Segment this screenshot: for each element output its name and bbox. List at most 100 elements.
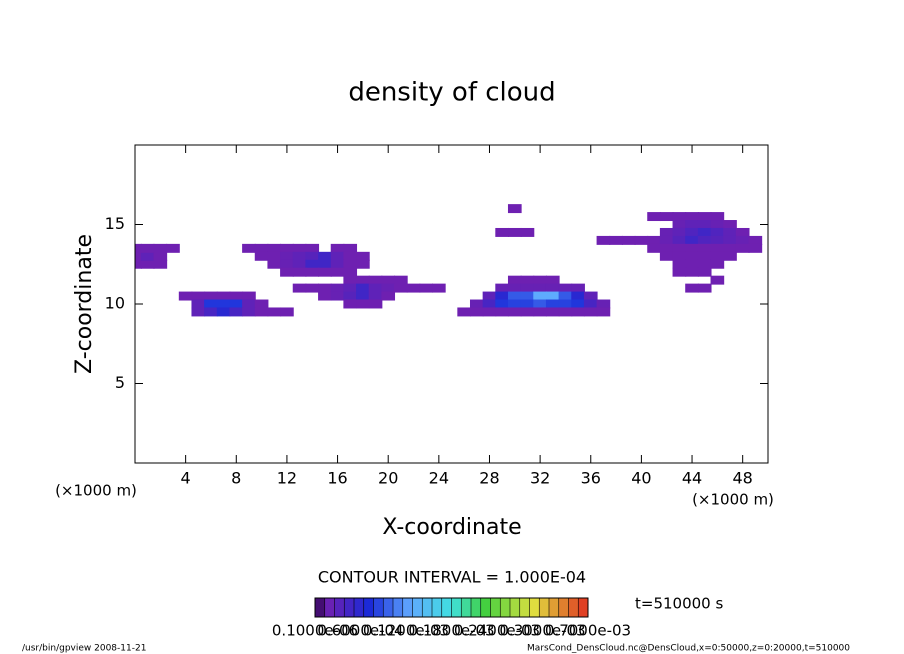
colorbar-label: 0.1800e-03 (408, 622, 494, 640)
heatmap-cell (216, 291, 231, 301)
heatmap-cell (216, 307, 231, 317)
heatmap-cell (191, 307, 206, 317)
heatmap-cell (647, 212, 661, 222)
heatmap-cell (254, 251, 269, 261)
colorbar-segment (549, 598, 559, 617)
heatmap-cell (520, 291, 535, 301)
heatmap-cell (735, 235, 750, 245)
footer-right: MarsCond_DensCloud.nc@DensCloud,x=0:5000… (527, 644, 850, 654)
heatmap-cell (659, 212, 674, 222)
heatmap-cell (583, 299, 598, 309)
heatmap-cell (318, 283, 332, 293)
heatmap-cell (381, 291, 396, 301)
heatmap-cell (153, 243, 168, 253)
heatmap-cell (672, 220, 687, 229)
heatmap-cell (280, 307, 294, 317)
heatmap-cell (533, 291, 547, 301)
heatmap-cell (533, 307, 547, 317)
heatmap-cell (267, 243, 282, 253)
heatmap-cell (330, 283, 345, 293)
colorbar-segment (432, 598, 442, 617)
heatmap-cell (545, 291, 560, 301)
heatmap-cell (469, 299, 484, 309)
heatmap-cell (495, 291, 509, 301)
heatmap-cell (305, 251, 320, 261)
heatmap-cell (140, 243, 155, 253)
heatmap-cell (267, 259, 282, 269)
heatmap-cell (710, 235, 725, 245)
colorbar-label: 0.6000e-04 (317, 622, 403, 640)
heatmap-cell (469, 307, 484, 317)
heatmap-cell (305, 259, 320, 269)
heatmap-cell (166, 243, 180, 253)
heatmap-cell (685, 220, 699, 229)
chart-title: density of cloud (348, 78, 555, 108)
heatmap-cell (507, 204, 522, 214)
x-tick-label: 24 (429, 469, 449, 488)
heatmap-cell (356, 275, 370, 285)
heatmap-cell (672, 235, 687, 245)
heatmap-cell (710, 259, 725, 269)
y-tick-label: 5 (115, 373, 125, 392)
heatmap-cell (748, 235, 763, 245)
heatmap-cell (254, 243, 269, 253)
heatmap-cell (558, 291, 573, 301)
heatmap-cell (330, 267, 345, 277)
heatmap-cell (520, 227, 535, 237)
colorbar-segment (451, 598, 462, 617)
heatmap-cell (330, 259, 345, 269)
x-tick-label: 28 (479, 469, 499, 488)
colorbar-segment (383, 598, 393, 617)
heatmap-cell (697, 212, 712, 222)
heatmap-cell (723, 227, 737, 237)
colorbar-segment (510, 598, 520, 617)
x-tick-label: 36 (581, 469, 601, 488)
colorbar-segment (315, 598, 325, 617)
heatmap-cell (204, 291, 218, 301)
heatmap-cell (343, 251, 358, 261)
heatmap-cell (533, 299, 547, 309)
heatmap-cell (685, 227, 699, 237)
heatmap-cell (507, 291, 522, 301)
heatmap-cell (406, 283, 421, 293)
heatmap-cell (545, 299, 560, 309)
heatmap-cell (343, 291, 358, 301)
colorbar-segment (373, 598, 384, 617)
heatmap-cell (330, 291, 345, 301)
heatmap-cell (533, 283, 547, 293)
heatmap-cell (242, 291, 256, 301)
heatmap-cell (685, 235, 699, 245)
heatmap-cell (571, 307, 585, 317)
heatmap-cell (204, 299, 218, 309)
heatmap-cell (571, 299, 585, 309)
heatmap-cell (292, 283, 307, 293)
colorbar: 0.1000e-060.6000e-040.1200e-030.1800e-03… (272, 597, 631, 640)
x-tick-label: 32 (530, 469, 550, 488)
heatmap-cell (545, 283, 560, 293)
heatmap-cell (292, 267, 307, 277)
heatmap-cell (697, 251, 712, 261)
heatmap-cell (305, 243, 320, 253)
colorbar-label: 0.1200e-03 (363, 622, 449, 640)
heatmap-cell (609, 235, 623, 245)
heatmap-cell (723, 251, 737, 261)
heatmap-cell (571, 283, 585, 293)
y-unit: (×1000 m) (55, 482, 137, 500)
x-tick-label: 4 (181, 469, 191, 488)
heatmap-cell (140, 259, 155, 269)
heatmap-cell (343, 243, 358, 253)
heatmap-cell (659, 227, 674, 237)
heatmap-cell (596, 307, 611, 317)
colorbar-segment (402, 598, 413, 617)
x-unit: (×1000 m) (692, 491, 774, 509)
heatmap-cell (545, 307, 560, 317)
heatmap-cell (343, 275, 358, 285)
colorbar-segment (480, 598, 491, 617)
heatmap-cell (135, 243, 142, 253)
heatmap-cell (495, 227, 509, 237)
heatmap-cell (723, 235, 737, 245)
heatmap-cell (723, 243, 737, 253)
heatmap-cell (723, 220, 737, 229)
heatmap-cell (520, 275, 535, 285)
